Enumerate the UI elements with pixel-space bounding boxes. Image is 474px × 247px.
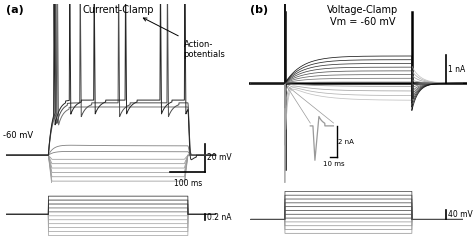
Text: Action-
potentials: Action- potentials — [143, 18, 225, 59]
Text: -60 mV: -60 mV — [2, 131, 33, 140]
Text: Current-Clamp: Current-Clamp — [82, 5, 154, 16]
Text: (b): (b) — [250, 5, 268, 16]
Text: 100 ms: 100 ms — [174, 179, 202, 187]
Text: Voltage-Clamp
Vm = -60 mV: Voltage-Clamp Vm = -60 mV — [327, 5, 398, 27]
Text: 20 mV: 20 mV — [207, 153, 231, 163]
Text: 0.2 nA: 0.2 nA — [207, 213, 231, 222]
Text: 10 ms: 10 ms — [323, 161, 345, 167]
Text: (a): (a) — [6, 5, 24, 16]
Text: 1 nA: 1 nA — [448, 64, 465, 74]
Text: 2 nA: 2 nA — [338, 139, 354, 144]
Text: 40 mV: 40 mV — [448, 210, 473, 219]
